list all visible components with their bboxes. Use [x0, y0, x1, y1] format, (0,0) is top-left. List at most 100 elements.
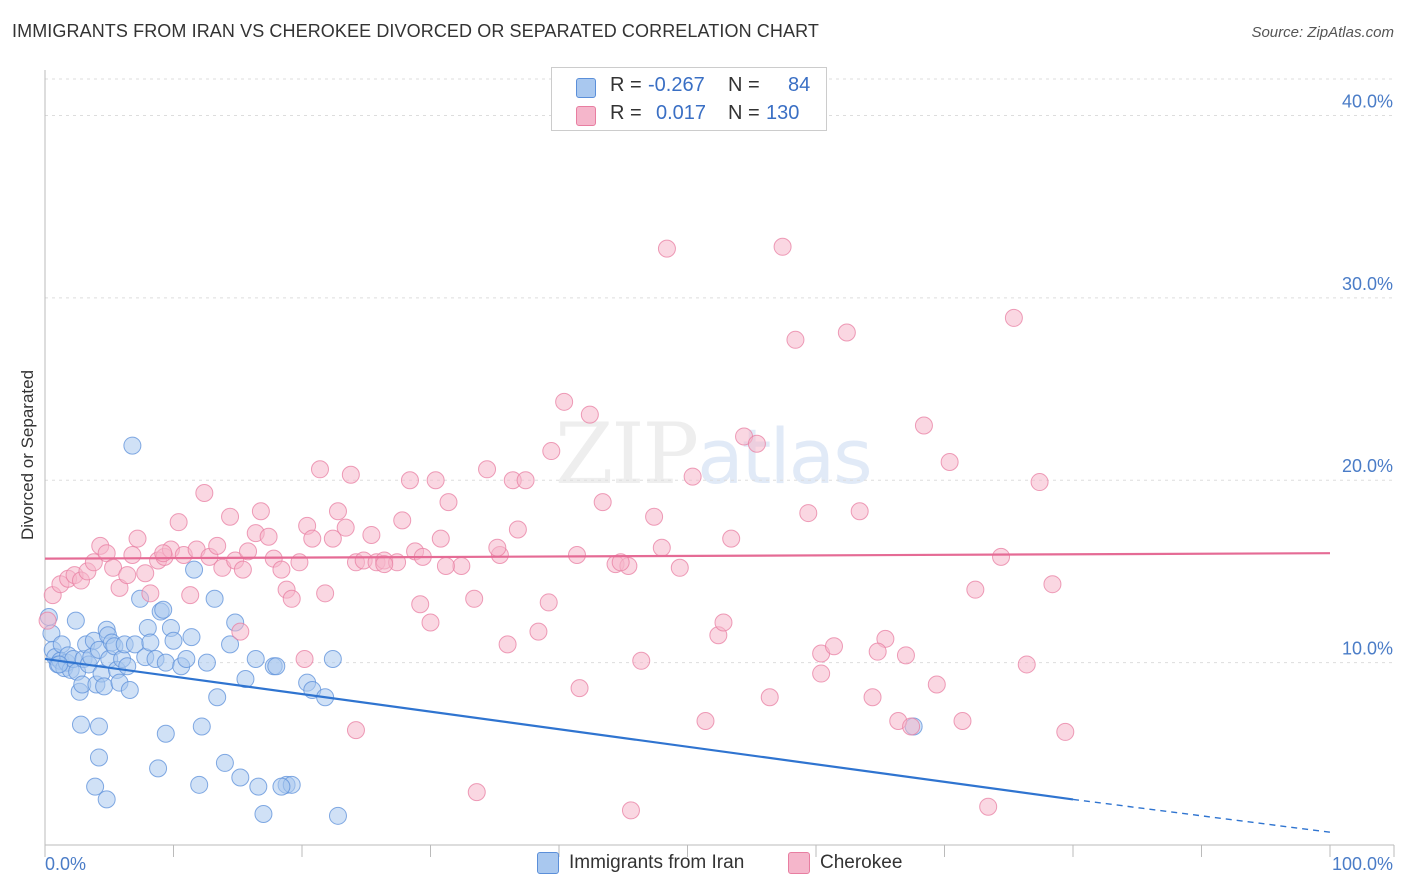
data-point — [542, 442, 561, 461]
y-tick-label: 30.0% — [1342, 274, 1393, 294]
data-point — [683, 467, 702, 486]
stats-legend: R = -0.267 N = 84 R = 0.017 N = 130 — [551, 67, 827, 131]
data-point — [231, 768, 250, 787]
data-point — [722, 529, 741, 548]
x-tick-label: 100.0% — [1332, 854, 1393, 874]
data-point — [50, 655, 69, 674]
data-point — [747, 434, 766, 453]
data-point — [953, 711, 972, 730]
data-point — [138, 618, 157, 637]
data-point — [488, 538, 507, 557]
data-point — [516, 471, 535, 490]
data-point — [141, 633, 160, 652]
data-point — [1043, 575, 1062, 594]
x-tick-label: 0.0% — [45, 854, 86, 874]
data-point — [657, 239, 676, 258]
data-point — [141, 584, 160, 603]
series-iran — [39, 436, 923, 825]
data-point — [593, 493, 612, 512]
data-point — [97, 790, 116, 809]
data-point — [914, 416, 933, 435]
data-point — [303, 529, 322, 548]
data-point — [863, 688, 882, 707]
data-point — [850, 502, 869, 521]
data-point — [128, 529, 147, 548]
data-point — [824, 637, 843, 656]
data-point — [272, 560, 291, 579]
chart-title: IMMIGRANTS FROM IRAN VS CHEROKEE DIVORCE… — [12, 21, 819, 41]
data-point — [233, 560, 252, 579]
data-point — [251, 502, 270, 521]
data-point — [177, 649, 196, 668]
source-label: Source: ZipAtlas.com — [1251, 24, 1394, 41]
data-point — [539, 593, 558, 612]
data-point — [120, 680, 139, 699]
legend-r-value: -0.267 — [648, 74, 705, 96]
legend-label-cherokee: Cherokee — [820, 852, 903, 873]
series-legend: Immigrants from Iran Cherokee — [0, 850, 1406, 880]
watermark-atlas: atlas — [697, 412, 873, 501]
data-point — [323, 529, 342, 548]
data-point — [259, 527, 278, 546]
trend-line-cherokee — [44, 552, 1331, 560]
data-point — [439, 493, 458, 512]
y-tick-label: 20.0% — [1342, 456, 1393, 476]
data-point — [837, 323, 856, 342]
data-point — [467, 783, 486, 802]
data-point — [760, 688, 779, 707]
legend-swatch-cherokee — [576, 106, 596, 126]
series-cherokee — [38, 237, 1075, 820]
data-point — [254, 804, 273, 823]
data-point — [465, 589, 484, 608]
data-point — [239, 542, 258, 561]
data-point — [136, 564, 155, 583]
data-point — [208, 536, 227, 555]
data-point — [411, 595, 430, 614]
trend-line-iran-extension — [1072, 798, 1331, 833]
data-point — [118, 566, 137, 585]
data-point — [580, 405, 599, 424]
data-point — [118, 657, 137, 676]
data-point — [71, 715, 90, 734]
data-point — [436, 556, 455, 575]
data-point — [567, 546, 586, 565]
data-point — [169, 513, 188, 532]
data-point — [611, 553, 630, 572]
data-point — [1030, 473, 1049, 492]
data-point — [86, 777, 105, 796]
data-point — [208, 688, 227, 707]
legend-swatch-iran — [576, 78, 596, 98]
watermark-zip: ZIP — [555, 405, 699, 503]
trend-lines — [44, 552, 1331, 833]
data-point — [375, 555, 394, 574]
data-point — [231, 622, 250, 641]
data-point — [431, 529, 450, 548]
data-point — [498, 635, 517, 654]
data-point — [621, 801, 640, 820]
legend-n-value: 130 — [766, 102, 800, 124]
data-point — [267, 657, 286, 676]
data-point — [149, 759, 168, 778]
y-tick-label: 40.0% — [1342, 91, 1393, 111]
data-point — [205, 589, 224, 608]
data-point — [570, 679, 589, 698]
data-point — [295, 649, 314, 668]
data-point — [670, 558, 689, 577]
data-point — [123, 436, 142, 455]
data-point — [156, 724, 175, 743]
data-point — [323, 649, 342, 668]
legend-row-iran: R = -0.267 N = 84 — [552, 72, 826, 100]
data-point — [221, 507, 240, 526]
data-point — [195, 484, 214, 503]
data-point — [249, 777, 268, 796]
legend-label-iran: Immigrants from Iran — [569, 852, 745, 873]
data-point — [182, 628, 201, 647]
data-point — [328, 502, 347, 521]
data-point — [66, 611, 85, 630]
data-point — [452, 556, 471, 575]
data-point — [215, 753, 234, 772]
data-point — [197, 653, 216, 672]
data-point — [346, 721, 365, 740]
data-point — [95, 677, 114, 696]
